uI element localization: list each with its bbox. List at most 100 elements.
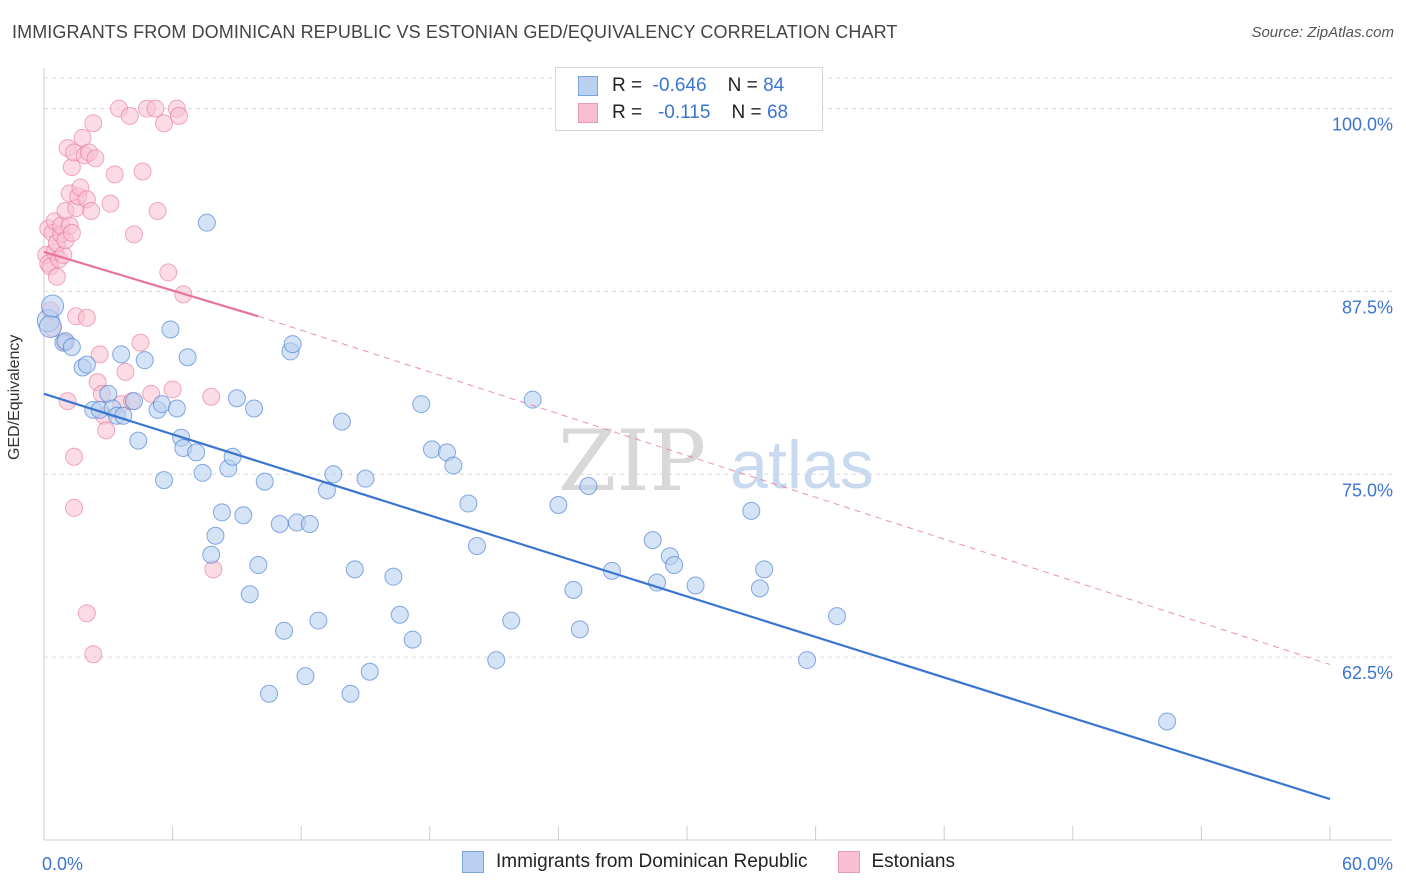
point-dominican <box>62 338 81 357</box>
trend-lines <box>43 250 1331 801</box>
point-dominican <box>686 576 705 595</box>
point-dominican <box>798 651 817 670</box>
point-estonians <box>105 165 124 184</box>
point-dominican <box>742 501 761 520</box>
point-dominican <box>390 605 409 624</box>
point-dominican <box>412 395 431 414</box>
point-dominican <box>549 496 568 515</box>
point-estonians <box>131 333 150 352</box>
r-value: -0.646 <box>652 75 707 96</box>
point-dominican <box>270 515 289 534</box>
point-estonians <box>90 345 109 364</box>
n-label: N = <box>727 75 758 96</box>
point-dominican <box>828 607 847 626</box>
point-dominican <box>240 585 259 604</box>
point-dominican <box>227 389 246 408</box>
watermark-zip: ZIP <box>558 412 706 510</box>
series-legend: Immigrants from Dominican Republic Eston… <box>462 851 985 873</box>
point-dominican <box>444 456 463 475</box>
point-dominican <box>403 630 422 649</box>
point-dominican <box>206 526 225 545</box>
point-dominican <box>643 531 662 550</box>
point-dominican <box>38 315 62 339</box>
point-dominican <box>467 536 486 555</box>
point-dominican <box>197 213 216 232</box>
point-dominican <box>77 355 96 374</box>
watermark: ZIP atlas <box>558 412 874 510</box>
point-estonians <box>84 645 103 664</box>
point-estonians <box>133 162 152 181</box>
point-dominican <box>755 560 774 579</box>
point-dominican <box>249 555 268 574</box>
y-tick-label: 87.5% <box>1342 297 1393 317</box>
n-value: 84 <box>763 75 785 96</box>
point-dominican <box>135 351 154 370</box>
point-estonians <box>84 114 103 133</box>
point-dominican <box>129 431 148 450</box>
point-estonians <box>65 447 84 466</box>
trend-estonians <box>43 250 259 318</box>
point-estonians <box>101 194 120 213</box>
point-estonians <box>155 114 174 133</box>
n-label: N = <box>731 102 762 123</box>
trend-estonians-extension <box>258 315 1331 665</box>
swatch-pink <box>578 103 598 123</box>
point-dominican <box>296 667 315 686</box>
point-estonians <box>146 99 165 118</box>
legend-label: Immigrants from Dominican Republic <box>496 851 808 872</box>
point-dominican <box>459 494 478 513</box>
point-dominican <box>665 555 684 574</box>
point-estonians <box>65 498 84 517</box>
point-estonians <box>82 201 101 220</box>
point-dominican <box>202 545 221 564</box>
point-dominican <box>523 390 542 409</box>
point-dominican <box>309 611 328 630</box>
point-dominican <box>234 506 253 525</box>
point-dominican <box>125 392 144 411</box>
point-dominican <box>332 412 351 431</box>
r-value: -0.115 <box>657 102 711 123</box>
legend-label: Estonians <box>871 851 955 872</box>
legend-item-estonians[interactable]: Estonians <box>837 851 955 873</box>
stats-legend: R = -0.646 N = 84 R = -0.115 N = 68 <box>555 67 823 131</box>
point-dominican <box>255 472 274 491</box>
point-estonians <box>202 387 221 406</box>
point-dominican <box>750 579 769 598</box>
x-tick-label: 60.0% <box>1342 854 1393 874</box>
legend-swatch-pink <box>837 851 860 873</box>
point-estonians <box>47 267 66 286</box>
point-dominican <box>356 469 375 488</box>
point-dominican <box>275 621 294 640</box>
swatch-blue <box>578 76 598 96</box>
point-dominican <box>155 471 174 490</box>
point-dominican <box>167 399 186 418</box>
point-dominican <box>564 580 583 599</box>
point-dominican <box>1158 712 1177 731</box>
point-estonians <box>125 225 144 244</box>
point-estonians <box>170 106 189 125</box>
y-tick-label: 62.5% <box>1342 663 1393 683</box>
point-estonians <box>86 149 105 168</box>
point-dominican <box>245 399 264 418</box>
point-dominican <box>152 395 171 414</box>
point-estonians <box>62 223 81 242</box>
gridlines <box>44 77 1392 658</box>
point-estonians <box>77 308 96 327</box>
legend-item-dominican[interactable]: Immigrants from Dominican Republic <box>462 851 808 873</box>
stats-row-estonians: R = -0.115 N = 68 <box>578 101 788 125</box>
r-label: R = <box>612 75 643 96</box>
y-tick-label: 100.0% <box>1332 115 1393 135</box>
tick-labels: 62.5% 75.0% 87.5% 100.0% 0.0% 60.0% <box>42 115 1393 874</box>
point-dominican <box>193 463 212 482</box>
point-dominican <box>212 503 231 522</box>
source-credit: Source: ZipAtlas.com <box>1251 24 1394 41</box>
trend-dominican <box>43 392 1331 801</box>
axes <box>43 68 1392 841</box>
r-label: R = <box>612 102 643 123</box>
point-dominican <box>570 620 589 639</box>
point-dominican <box>300 515 319 534</box>
n-value: 68 <box>766 102 789 123</box>
series-estonians <box>37 99 223 664</box>
point-dominican <box>260 684 279 703</box>
